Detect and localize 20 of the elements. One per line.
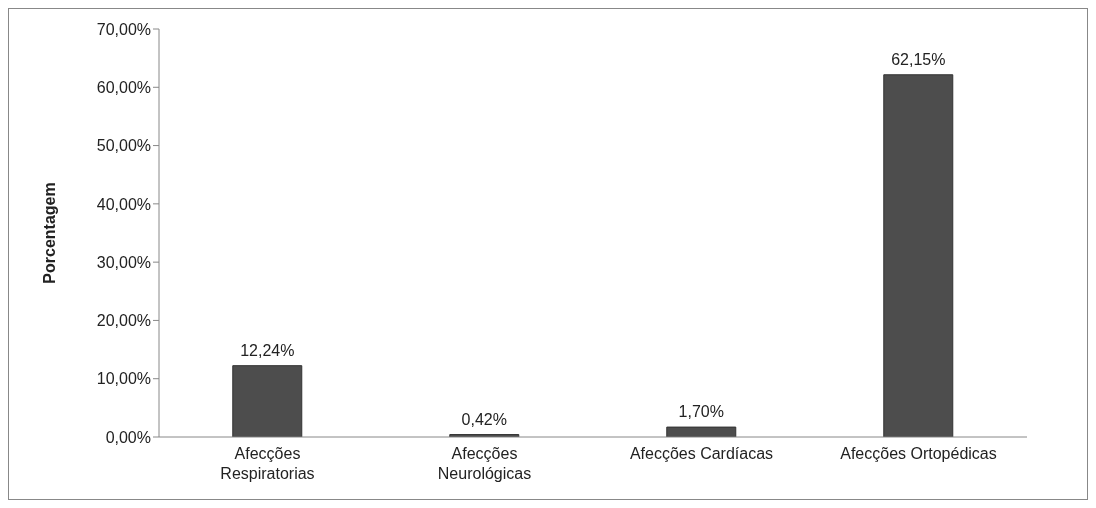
x-tick-label: Afecções Respiratorias: [220, 445, 315, 482]
y-tick-label: 40,00%: [96, 195, 151, 213]
y-tick-label: 70,00%: [96, 20, 151, 38]
y-tick-label: 0,00%: [105, 428, 151, 446]
data-label: 1,70%: [678, 403, 724, 421]
x-tick-label: Afecções Cardíacas: [629, 445, 774, 462]
data-label: 0,42%: [461, 410, 507, 428]
bar: [666, 426, 737, 437]
y-tick-label: 20,00%: [96, 312, 151, 330]
y-tick-label: 10,00%: [96, 370, 151, 388]
bar: [883, 74, 954, 437]
data-label: 12,24%: [240, 341, 295, 359]
y-axis-title: Porcentagem: [40, 182, 58, 284]
x-tick-label: Afecções Ortopédicas: [840, 445, 997, 462]
data-label: 62,15%: [891, 50, 946, 68]
y-tick-label: 30,00%: [96, 253, 151, 271]
bar: [232, 365, 303, 437]
y-tick-label: 60,00%: [96, 78, 151, 96]
x-tick-label: Afecções Neurológicas: [437, 445, 532, 482]
y-tick-label: 50,00%: [96, 137, 151, 155]
